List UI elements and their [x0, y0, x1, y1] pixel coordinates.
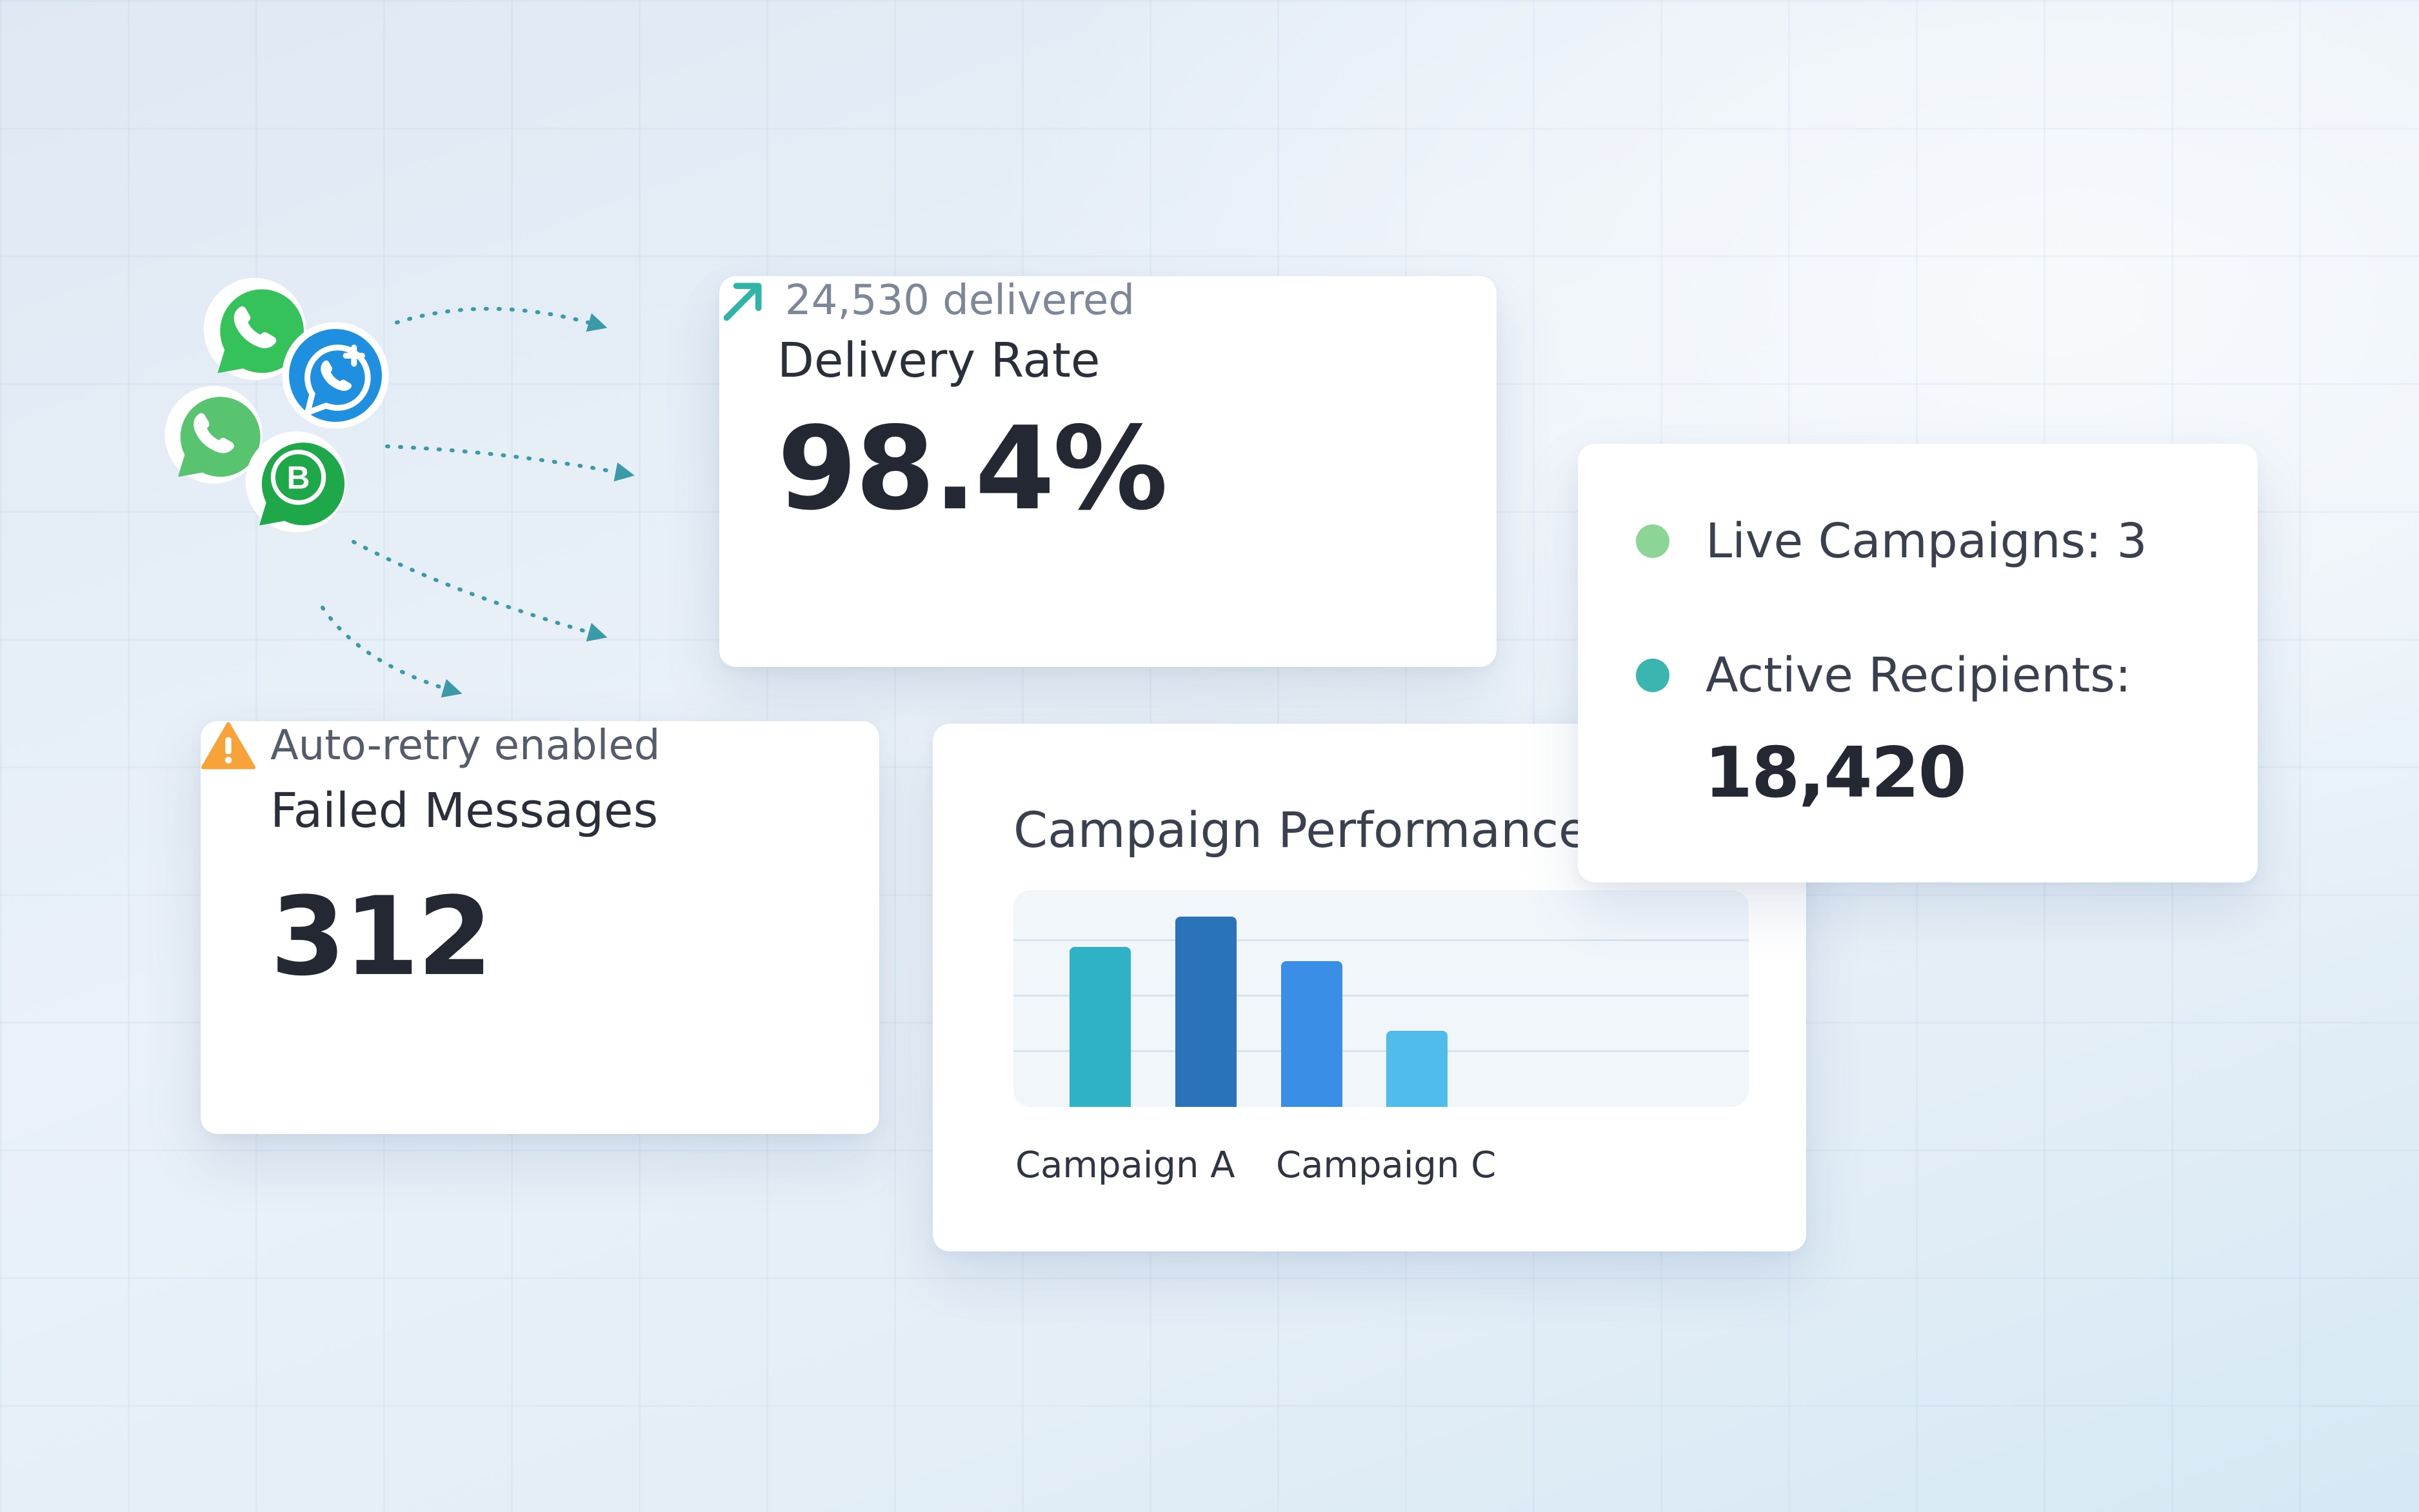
svg-text:B: B [287, 460, 310, 496]
auto-retry-row: Auto-retry enabled [201, 721, 879, 770]
messaging-app-icons: B [155, 271, 413, 555]
chart-category-label: Campaign A [1015, 1144, 1235, 1186]
whatsapp-business-icon: B [245, 431, 347, 533]
chart-bar [1281, 961, 1342, 1107]
whatsapp-add-contact-icon [282, 322, 389, 429]
active-recipients-label: Active Recipients: [1706, 648, 2131, 703]
live-status-dot [1636, 524, 1669, 558]
live-stats-card: Live Campaigns: 3 Active Recipients: 18,… [1578, 444, 2258, 882]
delivery-rate-title: Delivery Rate [777, 333, 1100, 388]
flow-arrow-3 [352, 540, 608, 642]
flow-arrow-2 [385, 444, 635, 482]
chart-bar [1175, 917, 1237, 1107]
campaign-bar-chart [1013, 890, 1749, 1107]
auto-retry-text: Auto-retry enabled [270, 722, 661, 770]
chart-bar [1070, 947, 1131, 1107]
delivery-rate-subtext-row: 24,530 delivered [719, 276, 1497, 325]
whatsapp-icon [164, 386, 263, 484]
chart-gridline [1013, 995, 1749, 997]
delivery-rate-value: 98.4% [777, 402, 1168, 535]
flow-arrow-1 [395, 306, 608, 332]
recipients-status-dot [1636, 659, 1669, 692]
trend-up-arrow-icon [723, 283, 762, 321]
chart-bar [1386, 1031, 1448, 1107]
failed-messages-title: Failed Messages [270, 783, 659, 839]
failed-messages-value: 312 [270, 873, 493, 1000]
live-campaigns-text: Live Campaigns: 3 [1706, 513, 2147, 569]
delivery-rate-card: Delivery Rate 98.4% 24,530 delivered [719, 276, 1497, 667]
active-recipients-row: Active Recipients: [1636, 648, 2131, 703]
delivered-count: 24,530 delivered [785, 277, 1135, 324]
failed-messages-card: Failed Messages 312 Auto-retry enabled [201, 721, 879, 1134]
chart-gridline [1013, 939, 1749, 941]
campaign-performance-title: Campaign Performance [1013, 801, 1589, 859]
warning-triangle-icon [201, 722, 256, 770]
active-recipients-value: 18,420 [1704, 733, 1967, 813]
whatsapp-icon [203, 277, 306, 381]
live-campaigns-row: Live Campaigns: 3 [1636, 513, 2147, 569]
chart-category-label: Campaign C [1276, 1144, 1497, 1186]
flow-arrow-4 [321, 606, 463, 698]
chart-gridline [1013, 1050, 1749, 1052]
